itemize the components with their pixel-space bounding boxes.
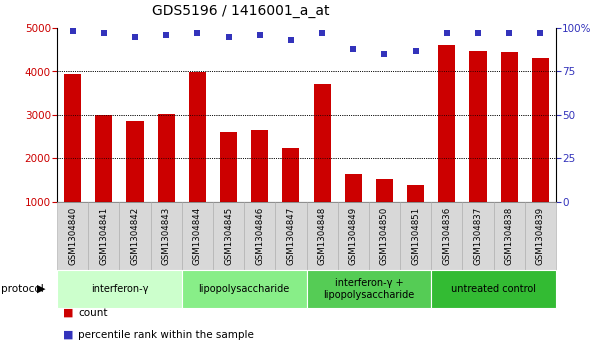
Point xyxy=(162,32,171,38)
Point xyxy=(349,46,358,52)
Bar xyxy=(438,45,456,245)
Text: ■: ■ xyxy=(63,308,73,318)
Point xyxy=(317,30,327,36)
Text: GSM1304842: GSM1304842 xyxy=(130,207,139,265)
Bar xyxy=(189,72,206,245)
Text: GSM1304840: GSM1304840 xyxy=(68,207,77,265)
Text: GSM1304837: GSM1304837 xyxy=(474,207,483,265)
Bar xyxy=(220,131,237,245)
Text: GSM1304836: GSM1304836 xyxy=(442,207,451,265)
Bar xyxy=(407,185,424,245)
Text: protocol: protocol xyxy=(1,284,44,294)
Text: lipopolysaccharide: lipopolysaccharide xyxy=(198,284,290,294)
Bar xyxy=(501,52,517,245)
Bar xyxy=(282,148,299,245)
Text: GDS5196 / 1416001_a_at: GDS5196 / 1416001_a_at xyxy=(151,4,329,18)
Point xyxy=(535,30,545,36)
Bar xyxy=(345,174,362,245)
Text: GSM1304848: GSM1304848 xyxy=(317,207,326,265)
Point xyxy=(99,30,109,36)
Text: GSM1304850: GSM1304850 xyxy=(380,207,389,265)
Text: GSM1304838: GSM1304838 xyxy=(505,207,514,265)
Bar xyxy=(469,50,487,245)
Text: ■: ■ xyxy=(63,330,73,340)
Text: count: count xyxy=(78,308,108,318)
Point xyxy=(192,30,202,36)
Text: GSM1304843: GSM1304843 xyxy=(162,207,171,265)
Text: GSM1304847: GSM1304847 xyxy=(287,207,296,265)
Point xyxy=(68,29,78,34)
Text: GSM1304844: GSM1304844 xyxy=(193,207,202,265)
Point xyxy=(130,34,140,40)
Bar xyxy=(157,114,175,245)
Bar xyxy=(376,179,393,245)
Text: percentile rank within the sample: percentile rank within the sample xyxy=(78,330,254,340)
Text: GSM1304839: GSM1304839 xyxy=(536,207,545,265)
Bar xyxy=(64,74,81,245)
Text: GSM1304846: GSM1304846 xyxy=(255,207,264,265)
Point xyxy=(473,30,483,36)
Point xyxy=(286,37,296,43)
Point xyxy=(442,30,451,36)
Bar xyxy=(314,84,331,245)
Point xyxy=(380,51,389,57)
Point xyxy=(411,48,421,53)
Text: GSM1304851: GSM1304851 xyxy=(411,207,420,265)
Point xyxy=(504,30,514,36)
Point xyxy=(255,32,264,38)
Bar xyxy=(532,58,549,245)
Bar xyxy=(96,115,112,245)
Text: GSM1304849: GSM1304849 xyxy=(349,207,358,265)
Text: untreated control: untreated control xyxy=(451,284,536,294)
Bar xyxy=(126,121,144,245)
Text: interferon-γ +
lipopolysaccharide: interferon-γ + lipopolysaccharide xyxy=(323,278,415,300)
Text: GSM1304845: GSM1304845 xyxy=(224,207,233,265)
Text: GSM1304841: GSM1304841 xyxy=(99,207,108,265)
Bar xyxy=(251,130,268,245)
Point xyxy=(224,34,233,40)
Text: ▶: ▶ xyxy=(37,284,45,294)
Text: interferon-γ: interferon-γ xyxy=(91,284,148,294)
